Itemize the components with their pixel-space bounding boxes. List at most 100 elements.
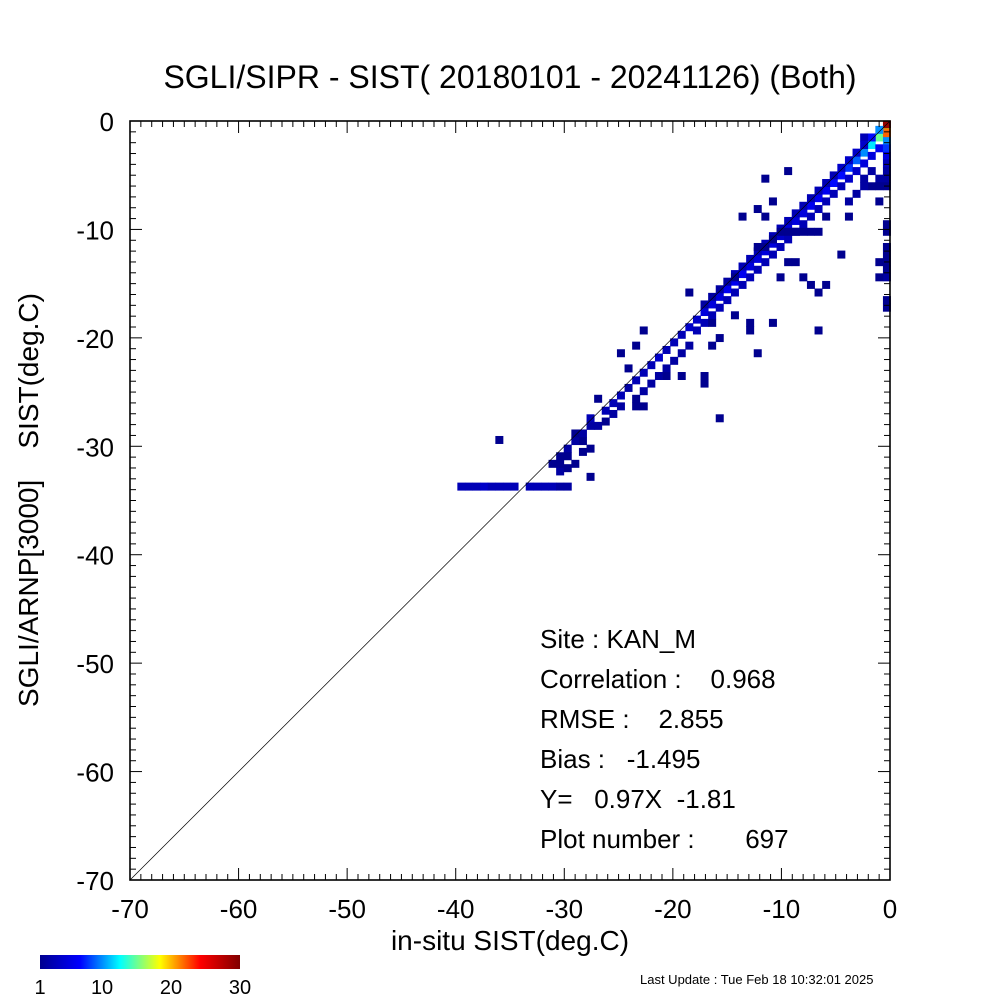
density-cell	[799, 209, 808, 218]
y-tick-label: -70	[76, 866, 114, 896]
stats-annotations: Site : KAN_M Correlation : 0.968 RMSE : …	[540, 624, 789, 854]
density-cell	[723, 285, 732, 294]
density-cell	[586, 414, 595, 423]
density-cell	[715, 292, 724, 301]
density-cell	[746, 254, 755, 263]
density-cell	[799, 220, 808, 229]
density-cell	[882, 167, 891, 176]
density-cell	[738, 280, 747, 289]
density-cell	[768, 235, 777, 244]
y-tick-label: -30	[76, 432, 114, 462]
density-cell	[882, 144, 891, 153]
density-cell	[578, 447, 587, 456]
density-cell	[814, 227, 823, 236]
density-cell	[700, 318, 709, 327]
density-cell	[844, 197, 853, 206]
density-cell	[799, 201, 808, 210]
density-cell	[882, 242, 891, 251]
density-cell	[548, 482, 557, 491]
density-cell	[594, 421, 603, 430]
density-cell	[457, 482, 466, 491]
density-cell	[867, 133, 876, 142]
density-cell	[875, 197, 884, 206]
colorbar-tick-label: 1	[34, 977, 45, 999]
density-cell	[632, 394, 641, 403]
rmse-label: RMSE : 2.855	[540, 704, 724, 734]
density-cell	[867, 182, 876, 191]
density-cell	[806, 201, 815, 210]
density-cell	[677, 349, 686, 358]
density-cell	[708, 300, 717, 309]
density-cell	[837, 250, 846, 259]
x-tick-label: -50	[328, 894, 366, 924]
density-cell	[563, 444, 572, 453]
density-cell	[882, 159, 891, 168]
density-cell	[753, 247, 762, 256]
density-cell	[609, 399, 618, 408]
density-cell	[753, 265, 762, 274]
density-cell	[860, 182, 869, 191]
density-cell	[852, 148, 861, 157]
density-cell	[692, 326, 701, 335]
density-cell	[882, 174, 891, 183]
colorbar-tick-label: 10	[91, 977, 113, 999]
density-cell	[548, 459, 557, 468]
density-cell	[723, 277, 732, 286]
density-cell	[753, 242, 762, 251]
density-cell	[746, 318, 755, 327]
density-cell	[578, 429, 587, 438]
density-cell	[791, 209, 800, 218]
density-cell	[563, 482, 572, 491]
density-cell	[677, 330, 686, 339]
density-cell	[806, 194, 815, 203]
density-cell	[799, 273, 808, 282]
density-cell	[464, 482, 473, 491]
density-cell	[776, 227, 785, 236]
density-cell	[837, 182, 846, 191]
density-cell	[571, 459, 580, 468]
density-cell	[616, 402, 625, 411]
density-cell	[882, 250, 891, 259]
density-cell	[791, 216, 800, 225]
density-cell	[670, 356, 679, 365]
density-cell	[844, 212, 853, 221]
density-cell	[860, 133, 869, 142]
density-cell	[791, 258, 800, 267]
density-cell	[556, 452, 565, 461]
density-cell	[670, 338, 679, 347]
density-cell	[844, 156, 853, 165]
density-cells	[457, 120, 891, 491]
density-cell	[730, 273, 739, 282]
density-cell	[563, 452, 572, 461]
density-cell	[806, 212, 815, 221]
density-cell	[822, 186, 831, 195]
density-cell	[753, 349, 762, 358]
density-cell	[852, 156, 861, 165]
density-cell	[730, 311, 739, 320]
density-cell	[556, 459, 565, 468]
density-cell	[753, 254, 762, 263]
density-cell	[746, 326, 755, 335]
density-cell	[791, 227, 800, 236]
density-cell	[586, 444, 595, 453]
density-cell	[768, 318, 777, 327]
density-cell	[768, 239, 777, 248]
density-cell	[875, 125, 884, 134]
density-cell	[806, 227, 815, 236]
density-cell	[860, 159, 869, 168]
density-cell	[852, 167, 861, 176]
x-tick-label: -30	[545, 894, 583, 924]
density-cell	[822, 179, 831, 187]
density-cell	[738, 270, 747, 279]
density-cell	[571, 429, 580, 438]
density-cell	[844, 174, 853, 183]
density-cell	[761, 247, 770, 256]
density-cell	[586, 421, 595, 430]
density-cell	[495, 435, 504, 444]
density-cell	[700, 379, 709, 388]
density-cell	[708, 292, 717, 301]
density-cell	[852, 189, 861, 198]
density-cell	[814, 326, 823, 335]
density-cell	[814, 194, 823, 203]
colorbar-tick-label: 20	[160, 977, 182, 999]
